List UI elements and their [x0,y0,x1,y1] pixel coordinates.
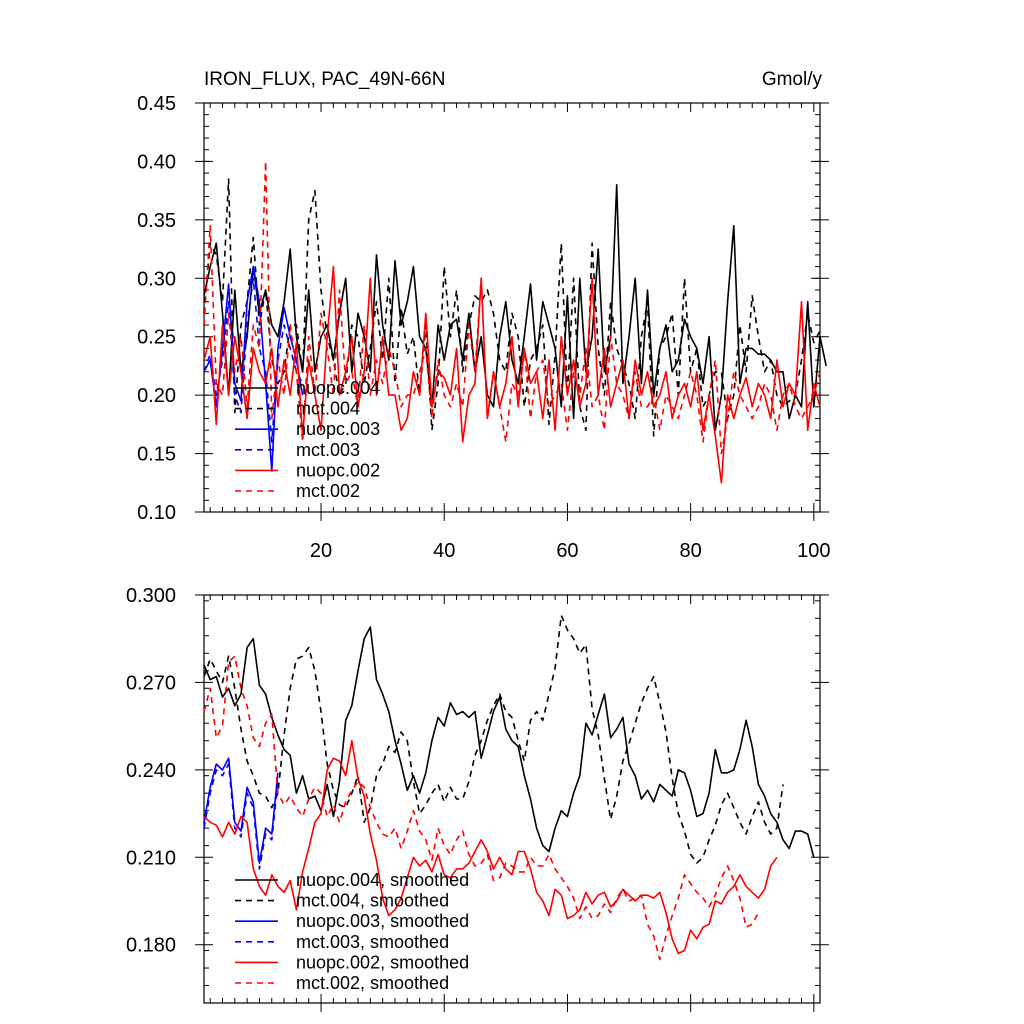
series-line-nuopc-002 [203,265,821,484]
legend-label-nuopc-002-smoothed: nuopc.002, smoothed [296,952,469,972]
top-panel-iron-flux: IRON_FLUX, PAC_49N-66N Gmol/y 20 40 60 80 10… [137,69,830,562]
y-tick-label: 0.20 [137,385,176,407]
legend-label-nuopc-003: nuopc.003 [296,419,380,439]
x-tick-label: 20 [310,540,332,562]
legend-label-mct-004: mct.004 [296,399,360,419]
legend-label-nuopc-004: nuopc.004 [296,378,380,398]
x-tick-label: 100 [797,540,830,562]
series-line-mct-004-smoothed [203,614,784,864]
x-tick-label: 40 [433,540,455,562]
legend-label-mct-004-smoothed: mct.004, smoothed [296,891,449,911]
y-tick-label: 0.10 [137,502,176,524]
y-tick-label: 0.240 [126,760,176,782]
legend-label-mct-002-smoothed: mct.002, smoothed [296,973,449,993]
series-line-nuopc-004-smoothed [203,626,815,858]
series-line-mct-003-smoothed [203,763,279,870]
legend-label-nuopc-004-smoothed: nuopc.004, smoothed [296,870,469,890]
y-tick-label: 0.180 [126,935,176,957]
series-line-mct-003 [203,277,304,443]
y-tick-label: 0.210 [126,847,176,869]
series-line-mct-002 [203,160,821,455]
series-line-nuopc-003-smoothed [203,757,279,864]
bottom-panel-smoothed: 0.180 0.210 0.240 0.270 0.300 nuopc.004, smoo… [126,585,829,1012]
series-line-mct-002-smoothed [203,655,760,961]
y-tick-label: 0.15 [137,444,176,466]
legend-label-mct-003-smoothed: mct.003, smoothed [296,932,449,952]
y-tick-label: 0.40 [137,151,176,173]
y-tick-label: 0.300 [126,585,176,607]
y-tick-label: 0.30 [137,268,176,290]
plot-frame [203,594,821,1004]
series-line-nuopc-003 [203,265,304,472]
legend-label-mct-002: mct.002 [296,481,360,501]
y-tick-label: 0.45 [137,93,176,115]
chart-title: IRON_FLUX, PAC_49N-66N [204,69,445,90]
series-line-nuopc-002-smoothed [203,739,778,955]
y-tick-label: 0.35 [137,210,176,232]
y-tick-label: 0.25 [137,327,176,349]
units-label: Gmol/y [762,69,823,90]
y-tick-label: 0.270 [126,672,176,694]
series-line-mct-004 [203,178,821,437]
x-tick-label: 60 [556,540,578,562]
legend-label-nuopc-003-smoothed: nuopc.003, smoothed [296,911,469,931]
legend-label-mct-003: mct.003 [296,440,360,460]
legend-label-nuopc-002: nuopc.002 [296,460,380,480]
x-tick-label: 80 [680,540,702,562]
